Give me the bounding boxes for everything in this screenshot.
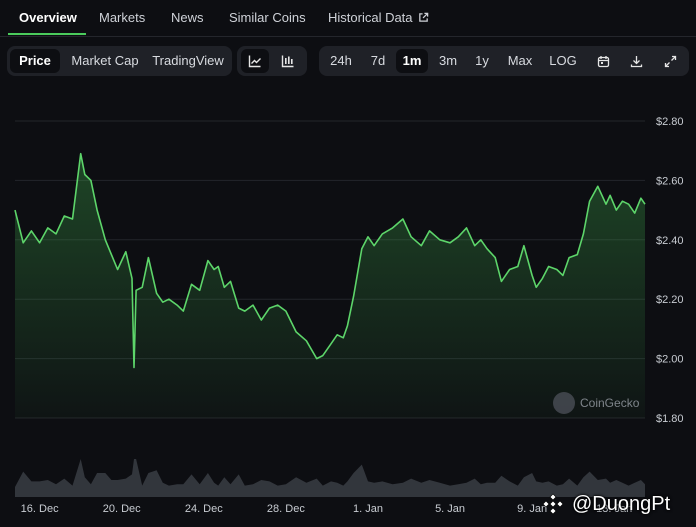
market-cap-button[interactable]: Market Cap xyxy=(71,53,139,68)
price-chart[interactable]: $2.80 $2.60 $2.40 $2.20 $2.00 $1.80 16. … xyxy=(0,88,696,527)
overlay-text: @DuongPt xyxy=(572,492,671,515)
y-tick-label: $2.60 xyxy=(656,175,684,187)
x-tick-label: 1. Jan xyxy=(353,503,383,515)
price-button[interactable]: Price xyxy=(10,49,60,73)
x-tick-label: 5. Jan xyxy=(435,503,465,515)
log-scale-button[interactable]: LOG xyxy=(549,53,577,68)
author-overlay: @DuongPt xyxy=(540,491,670,517)
x-tick-label: 24. Dec xyxy=(185,503,223,515)
range-1y-button[interactable]: 1y xyxy=(475,53,489,68)
x-axis: 16. Dec 20. Dec 24. Dec 28. Dec 1. Jan 5… xyxy=(21,503,633,515)
tab-similar-coins[interactable]: Similar Coins xyxy=(229,10,306,25)
range-3m-button[interactable]: 3m xyxy=(438,53,458,68)
volume-area xyxy=(15,459,645,497)
range-1m-button[interactable]: 1m xyxy=(396,49,428,73)
price-line xyxy=(14,152,646,369)
watermark-text: CoinGecko xyxy=(580,396,640,410)
y-tick-label: $2.00 xyxy=(656,354,684,366)
y-axis: $2.80 $2.60 $2.40 $2.20 $2.00 $1.80 xyxy=(656,116,684,425)
tab-news[interactable]: News xyxy=(171,10,204,25)
range-max-button[interactable]: Max xyxy=(507,53,533,68)
y-tick-label: $2.20 xyxy=(656,294,684,306)
y-tick-label: $1.80 xyxy=(656,413,684,425)
calendar-icon[interactable] xyxy=(589,49,617,73)
coingecko-logo-icon xyxy=(553,392,575,414)
tab-bar: Overview Markets News Similar Coins Hist… xyxy=(0,0,696,37)
x-tick-label: 9. Jan xyxy=(517,503,547,515)
x-tick-label: 28. Dec xyxy=(267,503,305,515)
y-tick-label: $2.40 xyxy=(656,235,684,247)
tab-overview[interactable]: Overview xyxy=(19,10,77,25)
range-toolbar: 24h 7d 1m 3m 1y Max LOG xyxy=(319,46,689,76)
view-toggle xyxy=(237,46,307,76)
x-tick-label: 16. Dec xyxy=(21,503,59,515)
coingecko-watermark: CoinGecko xyxy=(553,392,639,414)
tab-markets[interactable]: Markets xyxy=(99,10,146,25)
tradingview-button[interactable]: TradingView xyxy=(152,53,224,68)
candlestick-icon[interactable] xyxy=(274,49,302,73)
expand-icon[interactable] xyxy=(656,49,684,73)
y-tick-label: $2.80 xyxy=(656,116,684,128)
x-tick-label: 20. Dec xyxy=(103,503,141,515)
range-7d-button[interactable]: 7d xyxy=(370,53,386,68)
tab-historical-data-label: Historical Data xyxy=(328,10,413,25)
active-tab-indicator xyxy=(8,33,86,35)
download-icon[interactable] xyxy=(622,49,650,73)
chart-type-toggle: Price Market Cap TradingView xyxy=(7,46,232,76)
binance-logo-icon xyxy=(542,493,564,515)
price-area xyxy=(15,153,645,418)
range-24h-button[interactable]: 24h xyxy=(330,53,352,68)
x-tick-label: 13. Jan xyxy=(596,503,632,515)
external-link-icon xyxy=(418,12,428,22)
line-chart-icon[interactable] xyxy=(241,49,269,73)
tab-historical-data[interactable]: Historical Data xyxy=(328,10,429,25)
